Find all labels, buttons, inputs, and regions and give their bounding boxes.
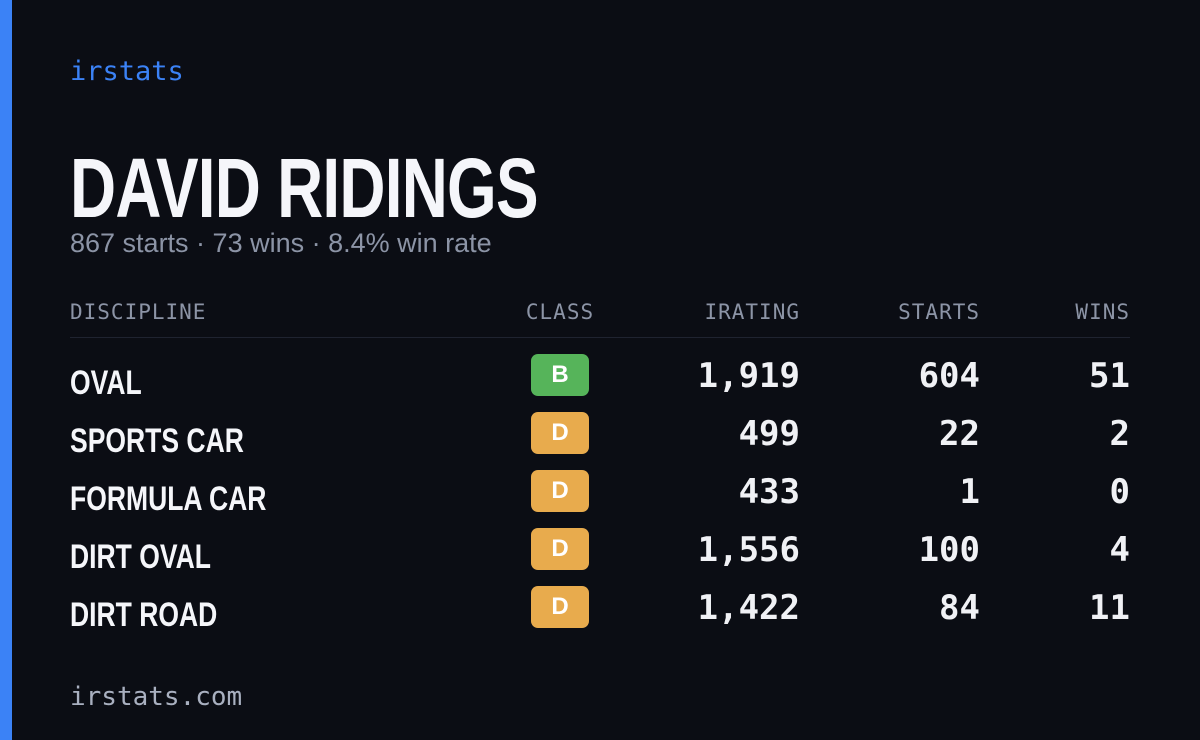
cell-value: 1 (959, 472, 980, 512)
cell-value: 1,422 (697, 588, 800, 628)
column-header: WINS (1075, 300, 1130, 324)
class-badge: D (531, 470, 589, 512)
footer: irstats.com (70, 682, 243, 712)
title: DAVID RIDINGS (70, 141, 539, 235)
column-header: CLASS (525, 300, 595, 324)
discipline: DIRT ROAD (70, 596, 218, 634)
column-header: IRATING (704, 300, 800, 324)
class-badge: D (531, 586, 589, 628)
cell-value: 1,556 (697, 530, 800, 570)
discipline: SPORTS CAR (70, 422, 244, 460)
cell-value: 0 (1109, 472, 1130, 512)
class-badge: B (531, 354, 589, 396)
cell-value: 11 (1089, 588, 1130, 628)
class-badge: D (531, 412, 589, 454)
column-header: STARTS (898, 300, 980, 324)
accent-bar (0, 0, 12, 740)
cell-value: 433 (738, 472, 800, 512)
cell-value: 84 (939, 588, 980, 628)
cell-value: 2 (1109, 414, 1130, 454)
column-header: DISCIPLINE (70, 300, 207, 324)
cell-value: 4 (1109, 530, 1130, 570)
cell-value: 22 (939, 414, 980, 454)
cell-value: 499 (738, 414, 800, 454)
class-badge: D (531, 528, 589, 570)
header-rule (70, 337, 1130, 338)
cell-value: 604 (918, 356, 980, 396)
brand: irstats (70, 56, 184, 87)
cell-value: 100 (918, 530, 980, 570)
subtitle: 867 starts · 73 wins · 8.4% win rate (70, 228, 492, 258)
discipline: FORMULA CAR (70, 480, 267, 518)
discipline: DIRT OVAL (70, 538, 211, 576)
cell-value: 51 (1089, 356, 1130, 396)
discipline: OVAL (70, 364, 142, 402)
cell-value: 1,919 (697, 356, 800, 396)
